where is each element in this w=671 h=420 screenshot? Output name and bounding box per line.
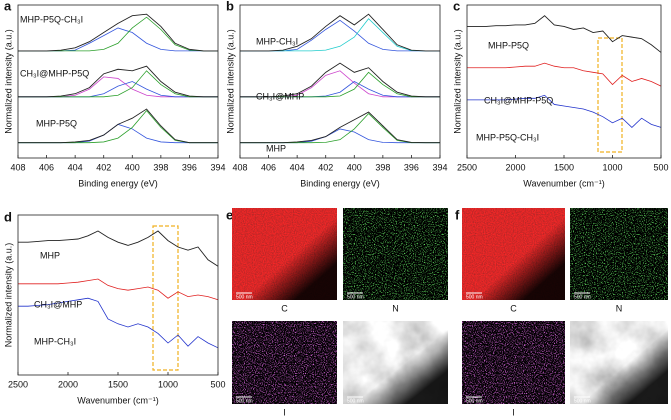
map-shade [343, 321, 448, 404]
curve-label: MHP-P5Q [36, 118, 77, 128]
x-tick-label: 1500 [554, 162, 574, 172]
spectrum-line [18, 278, 219, 301]
scale-bar-label: 500 nm [574, 398, 591, 404]
element-label: I [283, 407, 286, 417]
curve-label: MHP-CH₃I [256, 36, 298, 46]
x-tick-label: 1000 [158, 379, 178, 389]
spectrum-line [467, 62, 662, 87]
map-image [570, 208, 668, 300]
spectrum-line [240, 13, 440, 52]
curve-label: CH₃I@MHP-P5Q [484, 95, 553, 105]
y-axis-label: Normalized intensity (a.u.) [3, 243, 13, 348]
spectrum-line [18, 76, 218, 98]
element-label: C [510, 303, 517, 313]
x-tick-label: 404 [290, 162, 305, 172]
curve-label: CH₃I@MHP-P5Q [20, 68, 89, 78]
spectrum-line [240, 113, 440, 144]
curve-label: MHP [266, 143, 286, 153]
spectrum-line [18, 27, 218, 52]
y-axis-label: Normalized intensity (a.u.) [225, 29, 235, 134]
element-label: C [281, 303, 288, 313]
spectrum-line [240, 111, 440, 144]
highlight-box [152, 225, 179, 371]
highlight-box [597, 37, 623, 153]
x-tick-label: 404 [68, 162, 83, 172]
scale-bar-label: 500 nm [466, 398, 483, 404]
x-tick-label: 500 [653, 162, 668, 172]
scale-bar-label: 500 nm [347, 294, 364, 300]
x-tick-label: 396 [182, 162, 197, 172]
x-axis-label: Wavenumber (cm⁻¹) [523, 178, 604, 188]
spectrum-line [18, 13, 218, 52]
spectrum-line [240, 128, 440, 144]
curve-label: MHP-P5Q [488, 40, 529, 50]
scale-bar-label: 500 nm [466, 294, 483, 300]
map-image [343, 208, 448, 300]
x-tick-label: 402 [318, 162, 333, 172]
map-shade [570, 321, 668, 404]
x-tick-label: 408 [232, 162, 247, 172]
map-image [232, 321, 337, 404]
plot-frame [17, 214, 219, 376]
curve-label: MHP-P5Q-CH₃I [20, 14, 83, 24]
plot-frame [239, 4, 441, 159]
x-tick-label: 2000 [505, 162, 525, 172]
x-tick-label: 500 [210, 379, 225, 389]
spectrum-line [467, 15, 662, 53]
panel-label: f [455, 207, 460, 222]
scale-bar-label: 500 nm [574, 294, 591, 300]
curve-label: CH₃I@MHP [34, 299, 82, 309]
spectrum-line [467, 94, 662, 128]
spectrum-line [18, 230, 219, 267]
spectrum-line [240, 62, 440, 98]
x-tick-label: 394 [210, 162, 225, 172]
scale-bar-label: 500 nm [236, 294, 253, 300]
panel-label: b [226, 0, 234, 13]
panel-label: c [453, 0, 460, 13]
x-tick-label: 406 [39, 162, 54, 172]
spectrum-line [18, 108, 218, 144]
x-tick-label: 406 [261, 162, 276, 172]
scale-bar-label: 500 nm [236, 398, 253, 404]
x-tick-label: 1500 [108, 379, 128, 389]
map-shade [232, 208, 337, 300]
element-label: I [512, 407, 515, 417]
x-tick-label: 400 [347, 162, 362, 172]
x-axis-label: Binding energy (eV) [300, 178, 380, 188]
x-axis-label: Wavenumber (cm⁻¹) [77, 395, 158, 405]
element-label: N [392, 303, 399, 313]
map-shade [462, 208, 565, 300]
scale-bar-label: 500 nm [347, 398, 364, 404]
curve-label: MHP [40, 250, 60, 260]
spectrum-line [18, 297, 219, 349]
x-tick-label: 400 [125, 162, 140, 172]
x-tick-label: 2000 [58, 379, 78, 389]
x-tick-label: 398 [375, 162, 390, 172]
y-axis-label: Normalized intensity (a.u.) [452, 29, 462, 134]
x-tick-label: 1000 [602, 162, 622, 172]
x-tick-label: 402 [96, 162, 111, 172]
x-tick-label: 398 [153, 162, 168, 172]
panel-label: a [4, 0, 12, 13]
curve-label: MHP-P5Q-CH₃I [476, 132, 539, 142]
x-axis-label: Binding energy (eV) [78, 178, 158, 188]
x-tick-label: 396 [404, 162, 419, 172]
y-axis-label: Normalized intensity (a.u.) [3, 29, 13, 134]
plot-frame [17, 4, 219, 159]
map-image [462, 321, 565, 404]
x-tick-label: 2500 [8, 379, 28, 389]
curve-label: MHP-CH₃I [34, 336, 76, 346]
spectrum-line [18, 65, 218, 98]
x-tick-label: 394 [432, 162, 447, 172]
panel-label: e [226, 207, 233, 222]
spectrum-line [18, 81, 218, 98]
panel-label: d [4, 209, 12, 224]
x-tick-label: 2500 [457, 162, 477, 172]
curve-label: CH₃I@MHP [256, 91, 304, 101]
element-label: N [616, 303, 623, 313]
x-tick-label: 408 [10, 162, 25, 172]
